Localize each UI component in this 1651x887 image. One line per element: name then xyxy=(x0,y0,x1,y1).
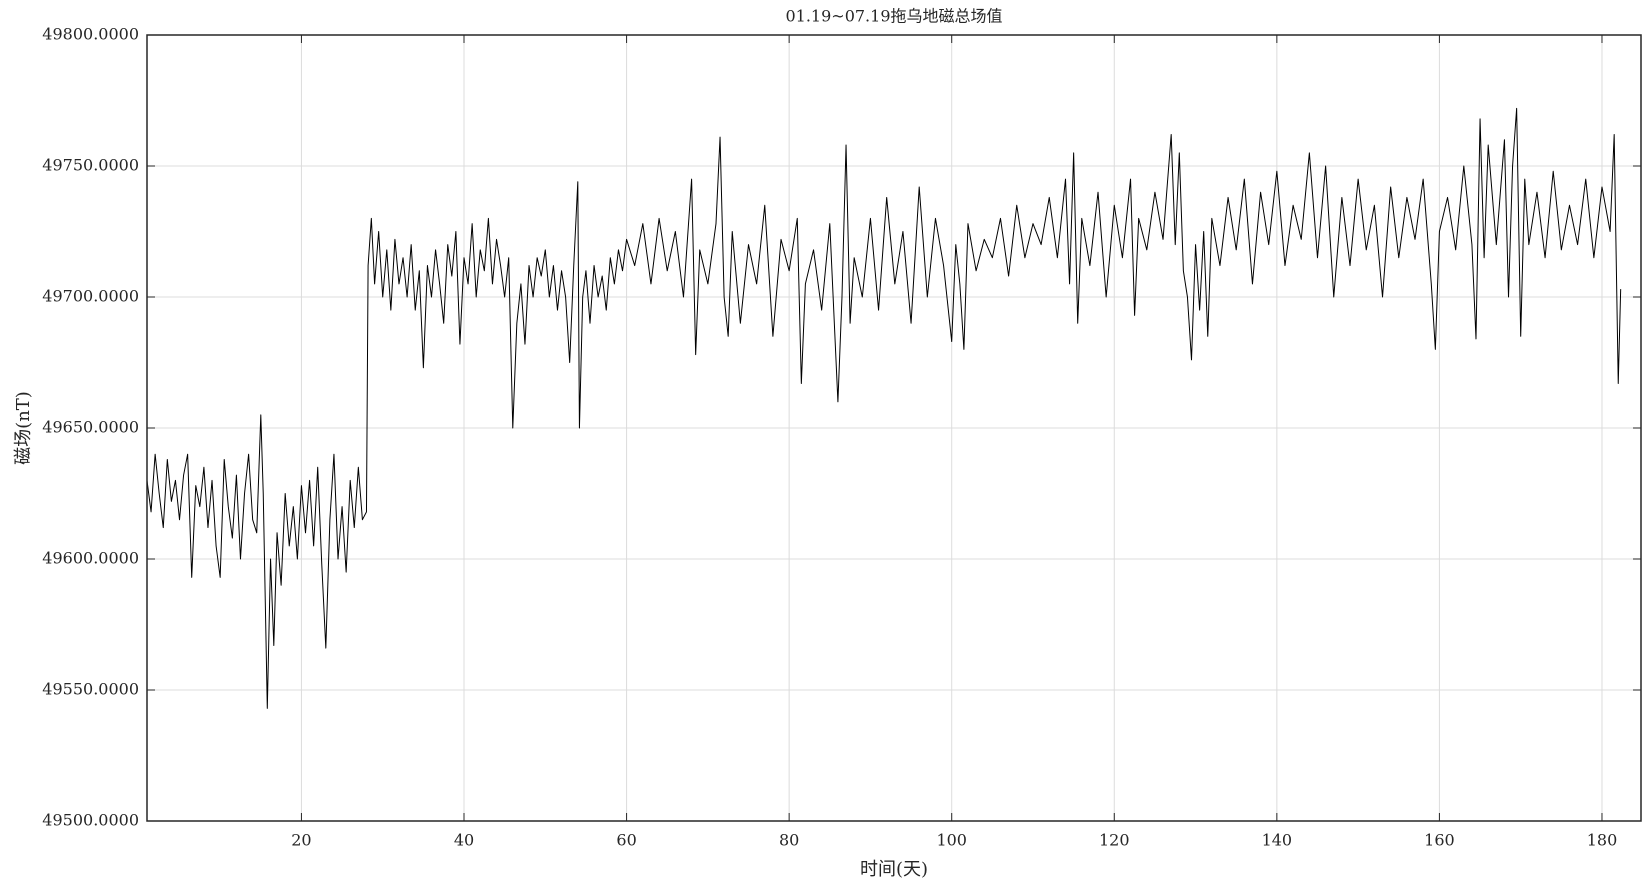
x-tick-label: 100 xyxy=(936,831,967,850)
x-tick-label: 60 xyxy=(616,831,636,850)
x-axis-label: 时间(天) xyxy=(860,859,928,880)
y-tick-label: 49600.0000 xyxy=(42,549,139,568)
x-tick-label: 20 xyxy=(291,831,311,850)
y-tick-label: 49800.0000 xyxy=(42,25,139,44)
x-tick-label: 80 xyxy=(779,831,799,850)
x-tick-label: 180 xyxy=(1587,831,1618,850)
y-tick-label: 49750.0000 xyxy=(42,156,139,175)
chart-title: 01.19~07.19拖乌地磁总场值 xyxy=(785,7,1002,26)
y-axis-label: 磁场(nT) xyxy=(13,391,34,465)
x-tick-label: 140 xyxy=(1262,831,1293,850)
y-tick-label: 49700.0000 xyxy=(42,287,139,306)
y-tick-label: 49650.0000 xyxy=(42,418,139,437)
x-tick-label: 160 xyxy=(1424,831,1455,850)
y-tick-label: 49500.0000 xyxy=(42,811,139,830)
x-tick-label: 40 xyxy=(454,831,474,850)
data-line xyxy=(146,107,1622,709)
y-tick-label: 49550.0000 xyxy=(42,680,139,699)
x-tick-label: 120 xyxy=(1099,831,1130,850)
plot-frame xyxy=(146,34,1642,822)
